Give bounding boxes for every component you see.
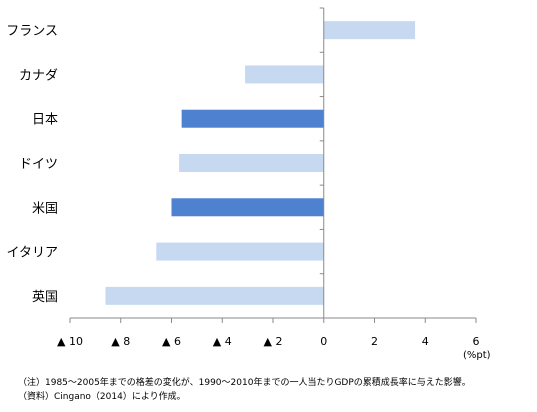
bar-1 [245, 65, 324, 84]
category-label-6: 英国 [32, 290, 58, 305]
bar-4 [171, 198, 324, 217]
category-label-3: ドイツ [19, 157, 58, 172]
bar-0 [323, 21, 416, 40]
category-label-1: カナダ [19, 68, 58, 83]
category-label-2: 日本 [32, 113, 58, 128]
x-tick-label-0: ▲ 10 [57, 335, 83, 348]
x-tick-label-6: 2 [371, 335, 378, 348]
bars-group [105, 21, 416, 305]
bar-5 [156, 242, 324, 261]
footnote-note: （注）1985～2005年までの格差の変化が、1990～2010年までの一人当た… [18, 378, 471, 388]
x-tick-label-1: ▲ 8 [111, 335, 130, 348]
x-tick-label-5: 0 [320, 335, 327, 348]
footnote-source: （資料）Cingano（2014）により作成。 [18, 392, 186, 402]
x-tick-label-8: 6 [473, 335, 480, 348]
category-label-5: イタリア [7, 246, 58, 261]
x-tick-label-4: ▲ 2 [264, 335, 283, 348]
category-label-4: 米国 [32, 201, 58, 216]
axes-group [69, 7, 477, 323]
x-tick-label-7: 4 [422, 335, 429, 348]
x-axis-unit: (%pt) [463, 350, 491, 361]
bar-2 [181, 109, 324, 128]
bar-6 [105, 286, 324, 305]
x-tick-label-3: ▲ 4 [213, 335, 232, 348]
category-label-0: フランス [6, 24, 58, 39]
bar-3 [179, 154, 324, 172]
x-tick-label-2: ▲ 6 [162, 335, 181, 348]
